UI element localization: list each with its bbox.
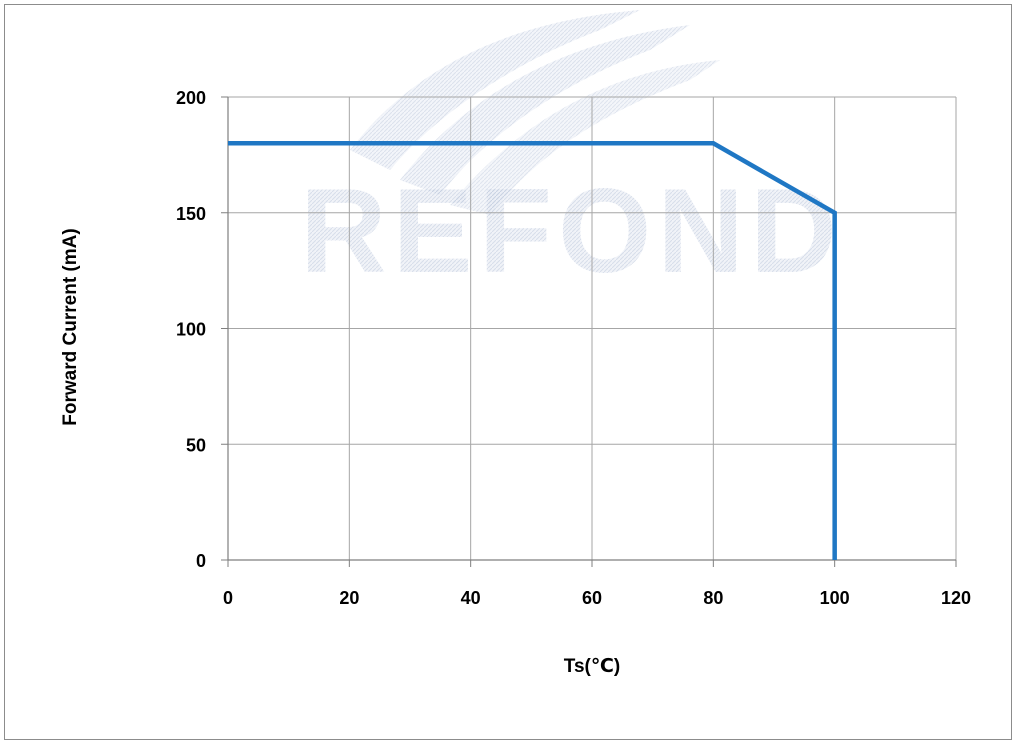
series-line: [228, 141, 837, 560]
x-tick-label: 120: [941, 588, 971, 608]
watermark-swoosh: [450, 60, 720, 215]
y-tick-label: 0: [196, 551, 206, 571]
watermark-swoosh: [350, 10, 640, 170]
watermark-text: REFOND: [300, 164, 843, 298]
x-tick-label: 60: [582, 588, 602, 608]
x-tick-label: 0: [223, 588, 233, 608]
x-tick-labels: 0 20 40 60 80 100 120: [223, 588, 971, 608]
y-tick-label: 100: [176, 320, 206, 340]
x-tick-label: 100: [820, 588, 850, 608]
series-group: [228, 141, 837, 560]
x-tick-label: 20: [339, 588, 359, 608]
watermark-logo: REFOND: [300, 10, 843, 298]
watermark-swoosh: [400, 25, 690, 195]
y-tick-label: 200: [176, 88, 206, 108]
x-tick-label: 80: [703, 588, 723, 608]
y-tick-label: 150: [176, 204, 206, 224]
x-axis-title: Ts(℃): [564, 656, 620, 677]
x-tick-label: 40: [461, 588, 481, 608]
y-tick-label: 50: [186, 435, 206, 455]
y-axis-title: Forward Current (mA): [60, 228, 81, 425]
y-tick-labels: 0 50 100 150 200: [176, 88, 206, 571]
